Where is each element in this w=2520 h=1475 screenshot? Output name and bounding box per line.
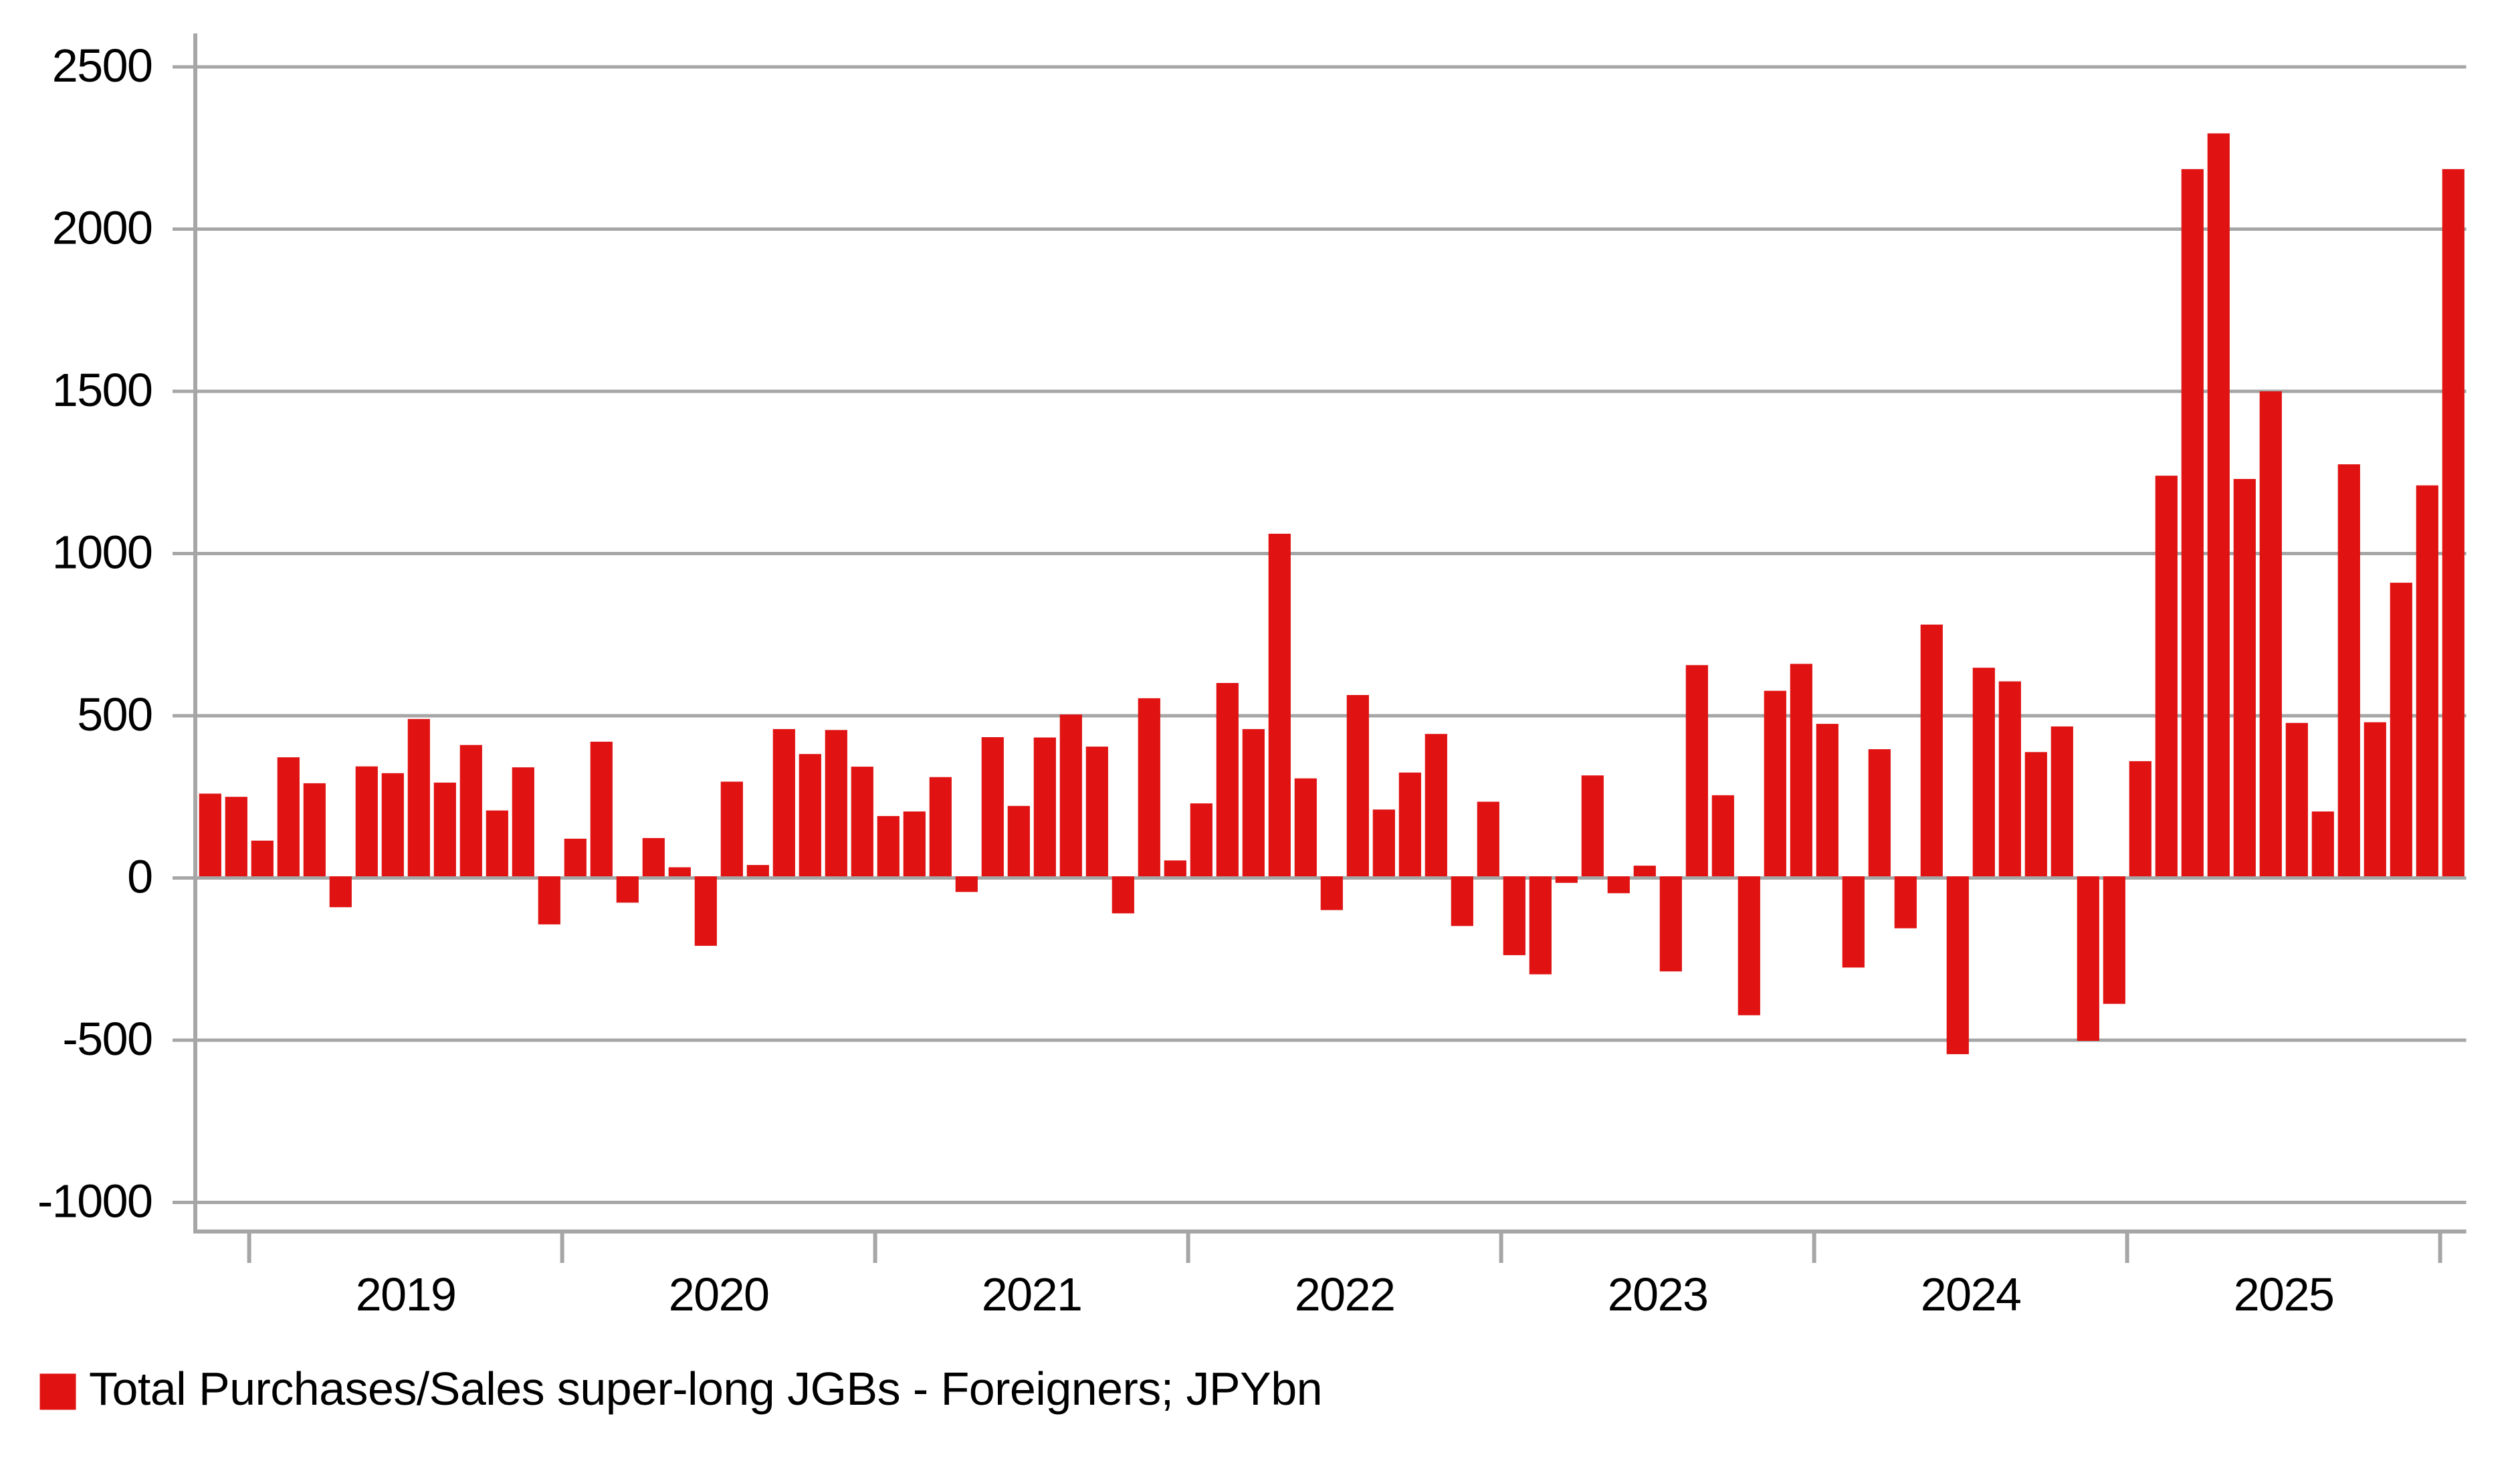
svg-text:500: 500 [77,688,152,741]
svg-text:0: 0 [127,851,152,903]
svg-text:Total Purchases/Sales super-lo: Total Purchases/Sales super-long JGBs - … [89,1363,1322,1415]
svg-text:2022: 2022 [1295,1268,1395,1320]
svg-text:2021: 2021 [982,1268,1082,1320]
svg-text:2019: 2019 [356,1268,456,1320]
svg-text:2025: 2025 [2234,1268,2334,1320]
svg-text:2020: 2020 [669,1268,769,1320]
svg-text:-500: -500 [62,1013,152,1065]
svg-text:2500: 2500 [52,39,152,92]
svg-text:2000: 2000 [52,202,152,254]
svg-text:-1000: -1000 [37,1175,152,1227]
svg-text:1000: 1000 [52,526,152,579]
svg-text:1500: 1500 [52,364,152,416]
svg-text:2024: 2024 [1921,1268,2021,1320]
svg-text:2023: 2023 [1608,1268,1708,1320]
